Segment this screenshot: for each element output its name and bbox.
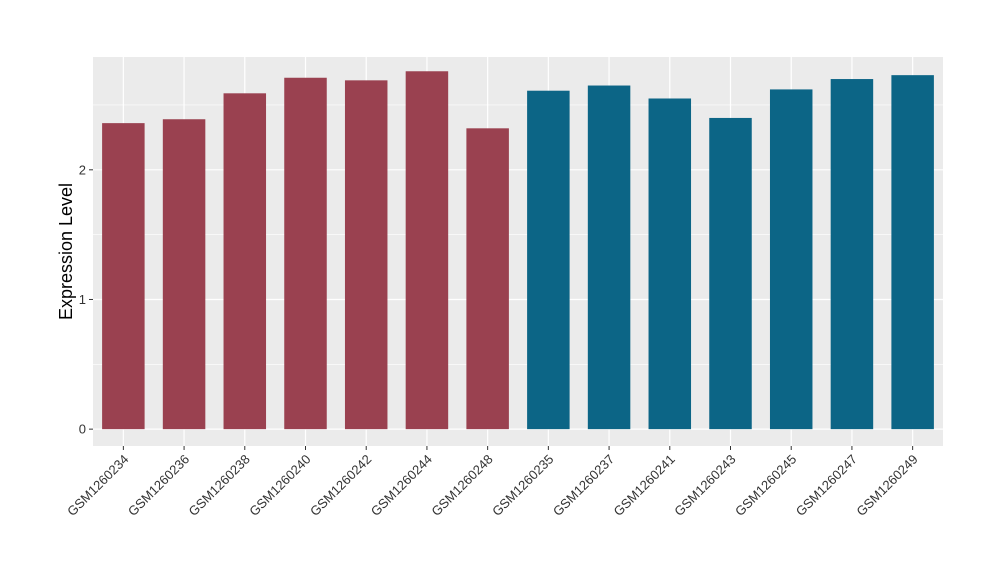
x-axis: GSM1260234GSM1260236GSM1260238GSM1260240… — [64, 446, 921, 519]
x-tick-label: GSM1260245 — [732, 452, 799, 519]
bar-GSM1260249 — [891, 75, 934, 430]
y-tick-label: 1 — [79, 292, 86, 307]
bar-GSM1260244 — [405, 71, 449, 430]
bar-GSM1260240 — [284, 77, 327, 430]
bar-GSM1260237 — [587, 85, 631, 430]
bar-GSM1260243 — [709, 117, 752, 430]
x-tick-label: GSM1260236 — [125, 452, 192, 519]
x-tick-label: GSM1260249 — [853, 452, 920, 519]
y-axis-title: Expression Level — [56, 183, 76, 320]
bar-GSM1260245 — [769, 89, 813, 430]
x-tick-label: GSM1260234 — [64, 452, 131, 519]
bar-GSM1260235 — [527, 90, 570, 430]
y-axis: 0 1 2 — [79, 162, 93, 437]
bar-GSM1260238 — [223, 93, 267, 430]
x-tick-label: GSM1260235 — [489, 452, 556, 519]
bar-GSM1260242 — [344, 80, 388, 430]
bar-GSM1260236 — [162, 119, 206, 430]
x-tick-label: GSM1260247 — [793, 452, 860, 519]
x-tick-label: GSM1260248 — [428, 452, 495, 519]
x-tick-label: GSM1260243 — [671, 452, 738, 519]
bar-GSM1260241 — [648, 98, 692, 430]
bar-GSM1260248 — [466, 128, 509, 430]
bar-GSM1260247 — [830, 79, 874, 430]
y-tick-label: 2 — [79, 162, 86, 177]
bar-GSM1260234 — [102, 123, 145, 430]
y-tick-label: 0 — [79, 422, 86, 437]
x-tick-label: GSM1260238 — [186, 452, 253, 519]
bar-series — [102, 71, 934, 430]
x-tick-label: GSM1260244 — [368, 452, 435, 519]
plot-panel — [93, 57, 943, 446]
x-tick-label: GSM1260241 — [611, 452, 678, 519]
x-tick-label: GSM1260240 — [246, 452, 313, 519]
x-tick-label: GSM1260237 — [550, 452, 617, 519]
x-tick-label: GSM1260242 — [307, 452, 374, 519]
